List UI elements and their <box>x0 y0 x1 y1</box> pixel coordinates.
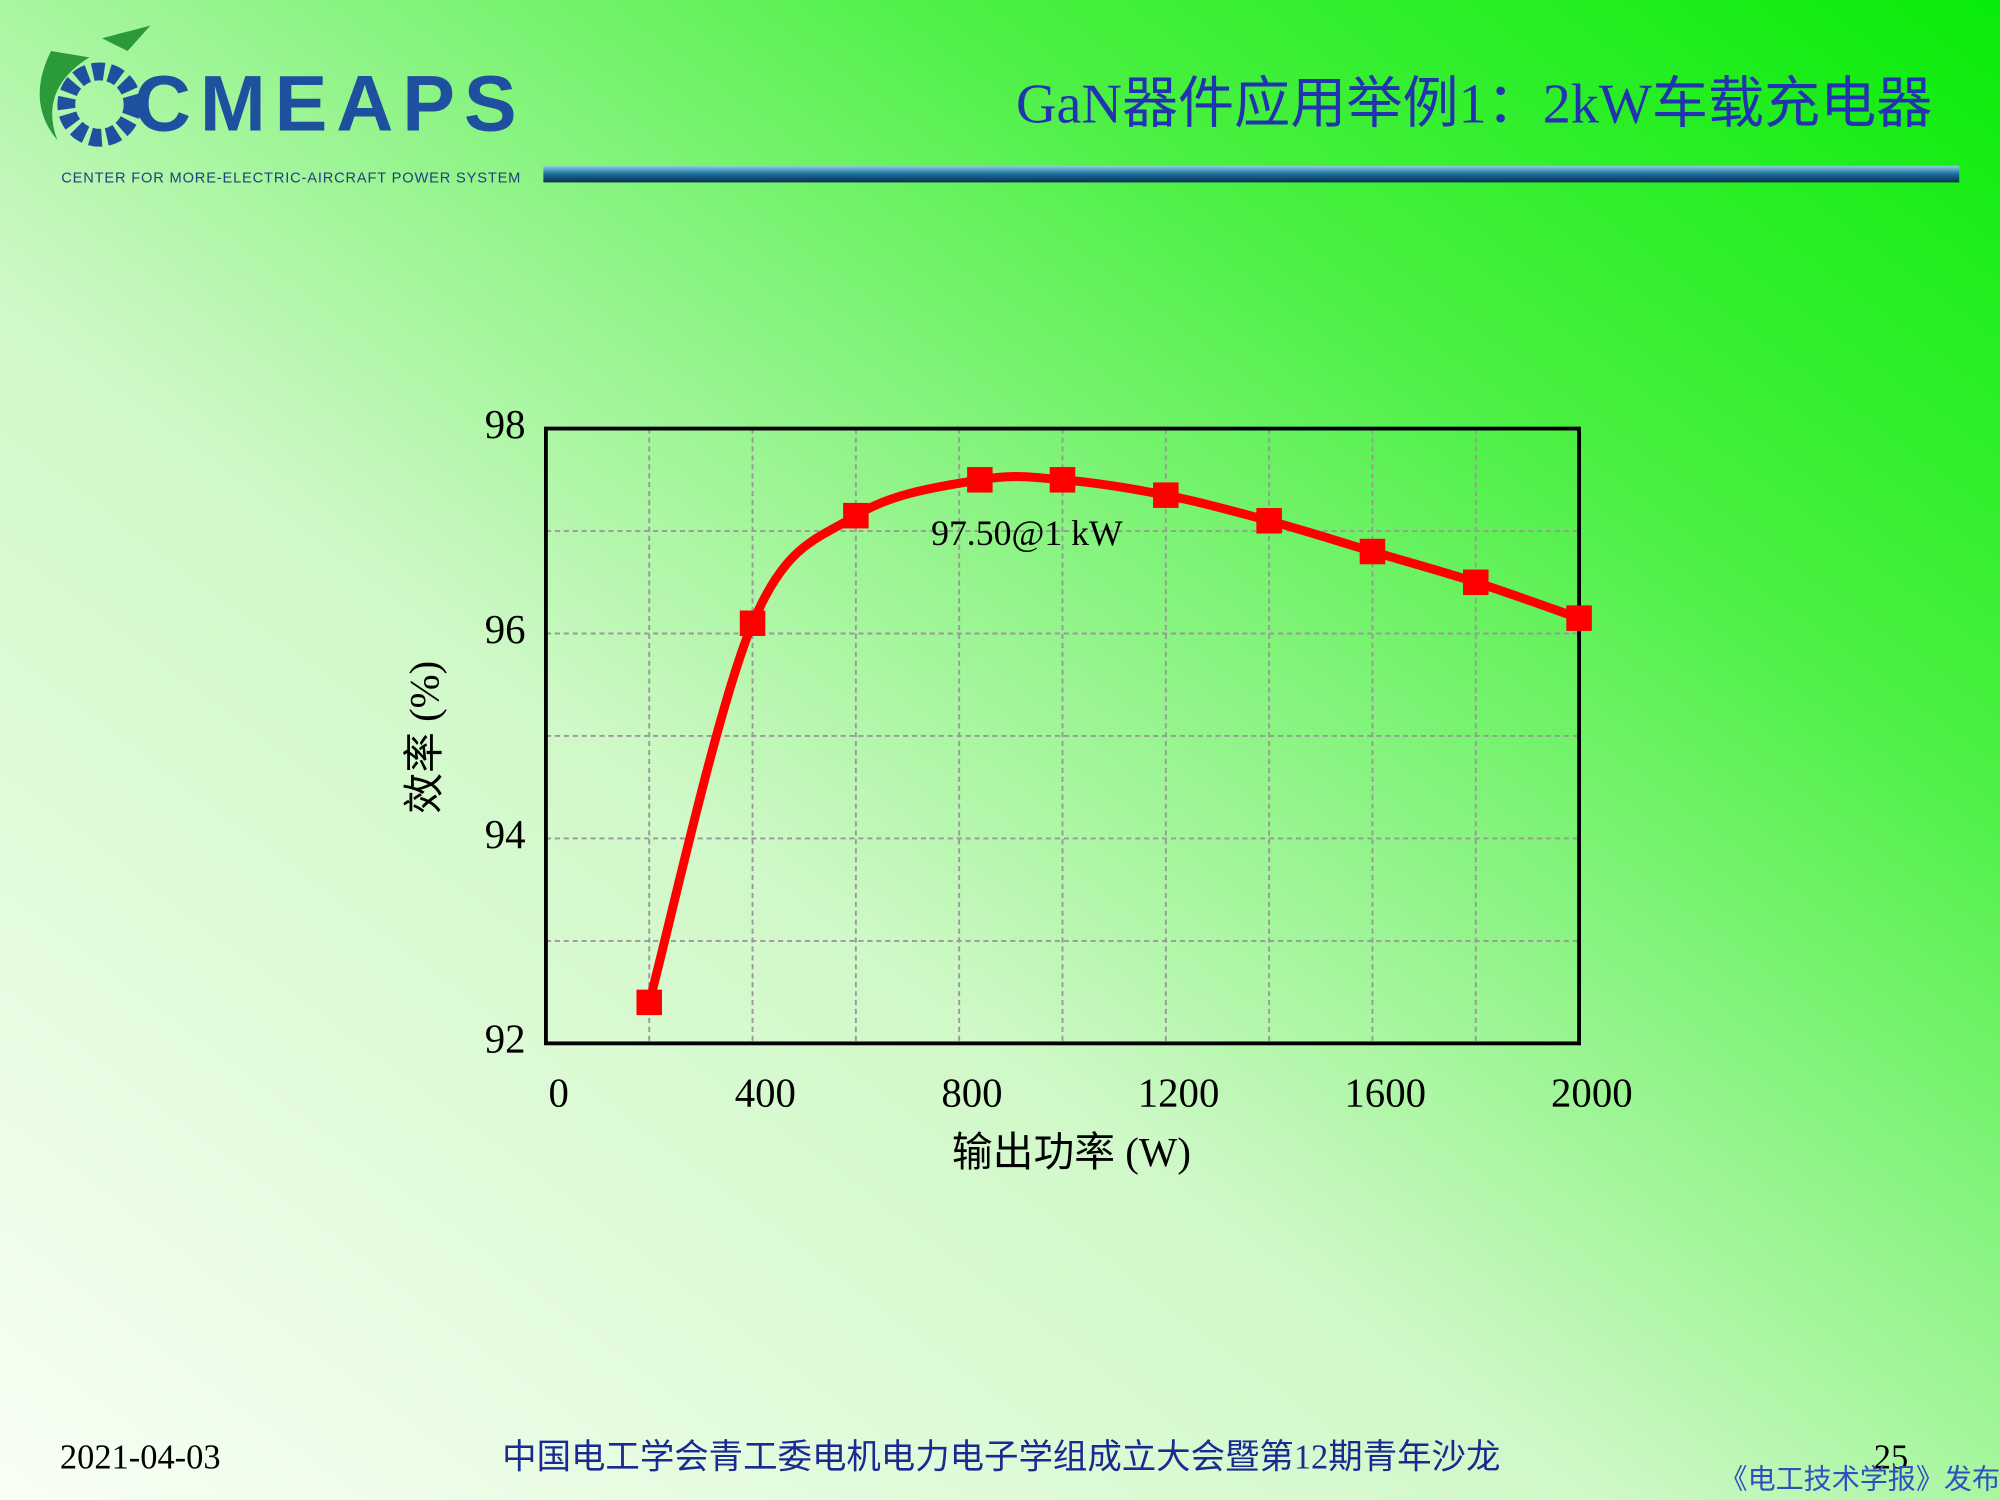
footer-publisher: 《电工技术学报》发布 <box>1720 1464 2000 1496</box>
data-point <box>636 989 662 1016</box>
data-point <box>843 502 869 529</box>
data-point <box>967 467 993 493</box>
y-tick-label: 92 <box>485 1017 526 1062</box>
footer-event: 中国电工学会青工委电机电力电子学组成立大会暨第12期青年沙龙 <box>502 1438 1500 1476</box>
logo-plane <box>102 25 151 52</box>
x-tick-label: 1600 <box>1344 1070 1426 1115</box>
data-point <box>1359 538 1386 565</box>
plot-frame <box>544 426 1581 1046</box>
y-tick-label: 98 <box>485 402 526 447</box>
y-axis-label: 效率 (%) <box>402 661 447 814</box>
x-tick-label: 0 <box>548 1070 568 1115</box>
data-point <box>739 610 766 637</box>
x-tick-label: 800 <box>941 1070 1002 1115</box>
x-axis-label: 输出功率 (W) <box>952 1130 1191 1175</box>
data-point <box>1049 467 1076 493</box>
annotation: 97.50@1 kW <box>931 513 1123 553</box>
chart: 0 400 800 1200 1600 2000 92 94 96 98 输出功率 (W) 效率 (%… <box>402 402 1633 1175</box>
data-point <box>1256 508 1282 534</box>
x-tick-label: 400 <box>735 1070 796 1115</box>
data-point <box>1566 605 1592 631</box>
logo-swoosh <box>39 51 90 141</box>
x-tick-label: 2000 <box>1551 1070 1633 1115</box>
logo-gear <box>57 62 142 147</box>
data-point <box>1463 569 1489 596</box>
footer-date: 2021-04-03 <box>60 1438 221 1476</box>
data-point <box>1153 482 1179 508</box>
x-tick-label: 1200 <box>1138 1070 1220 1115</box>
footer-page: 25 <box>1874 1438 1908 1476</box>
title-bar <box>543 165 1960 183</box>
logo-subtitle: CENTER FOR MORE-ELECTRIC-AIRCRAFT POWER … <box>61 170 520 186</box>
y-tick-label: 94 <box>485 812 526 857</box>
slide-title: GaN器件应用举例1：2kW车载充电器 <box>1016 74 1932 136</box>
y-tick-label: 96 <box>485 607 526 652</box>
